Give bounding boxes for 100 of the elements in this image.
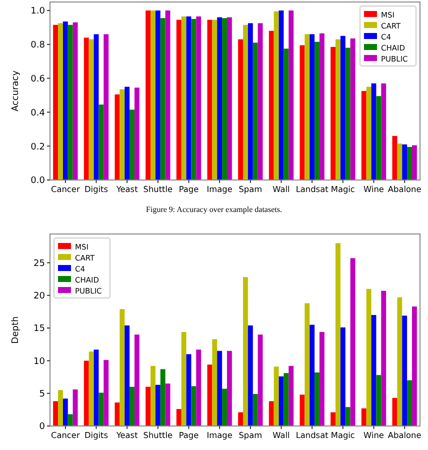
bar bbox=[191, 18, 196, 180]
y-tick-label: 1.0 bbox=[30, 6, 46, 17]
bar bbox=[300, 394, 305, 426]
bar bbox=[248, 23, 253, 180]
bar bbox=[258, 334, 263, 426]
bar bbox=[243, 24, 248, 180]
bar bbox=[176, 409, 182, 426]
bar bbox=[226, 350, 232, 426]
bar bbox=[350, 258, 356, 426]
bar bbox=[196, 350, 202, 426]
bar bbox=[376, 375, 382, 426]
bar bbox=[124, 325, 130, 426]
bar bbox=[186, 16, 192, 180]
bar bbox=[243, 277, 248, 426]
bar bbox=[361, 91, 366, 180]
bar bbox=[319, 332, 324, 426]
bar bbox=[314, 42, 320, 180]
caption: Figure 9: Accuracy over example datasets. bbox=[146, 205, 282, 214]
bar bbox=[402, 144, 408, 180]
bar bbox=[397, 297, 402, 426]
y-tick-label: 0.2 bbox=[30, 142, 45, 152]
x-tick-label: Shuttle bbox=[143, 430, 173, 440]
bar bbox=[252, 394, 258, 426]
y-tick-label: 10 bbox=[34, 356, 46, 367]
bar bbox=[84, 360, 89, 426]
bar bbox=[146, 10, 151, 180]
bar bbox=[58, 390, 63, 426]
bar bbox=[268, 30, 274, 180]
bar bbox=[278, 376, 284, 426]
bar bbox=[176, 20, 182, 180]
x-tick-label: Image bbox=[206, 430, 232, 440]
y-tick-label: 0.0 bbox=[30, 176, 46, 186]
bar bbox=[53, 401, 58, 426]
bar bbox=[340, 327, 346, 426]
bar bbox=[98, 104, 104, 180]
bar bbox=[284, 48, 289, 180]
bar bbox=[412, 306, 417, 426]
x-tick-label: Wine bbox=[364, 184, 384, 194]
bar bbox=[412, 145, 417, 180]
x-tick-label: Spam bbox=[238, 184, 262, 194]
bar bbox=[207, 20, 212, 180]
x-tick-label: Cancer bbox=[50, 430, 80, 440]
x-tick-label: Yeast bbox=[115, 430, 139, 440]
bar bbox=[402, 316, 408, 426]
bar bbox=[310, 34, 315, 180]
bar bbox=[94, 34, 99, 180]
bar bbox=[222, 388, 227, 426]
bar bbox=[58, 23, 63, 180]
bar bbox=[88, 352, 94, 426]
bar bbox=[150, 10, 156, 180]
bar bbox=[340, 36, 346, 180]
bar bbox=[288, 366, 294, 426]
bar bbox=[94, 350, 99, 426]
bar bbox=[366, 288, 372, 426]
bar bbox=[217, 17, 222, 180]
bar bbox=[345, 407, 350, 426]
y-tick-label: 15 bbox=[34, 324, 45, 334]
bar bbox=[300, 45, 305, 180]
y-tick-label: 20 bbox=[34, 292, 46, 302]
bar bbox=[222, 18, 227, 180]
x-tick-label: Abalone bbox=[388, 184, 422, 194]
bar bbox=[165, 384, 170, 426]
x-tick-label: Magic bbox=[330, 430, 355, 440]
bar bbox=[238, 412, 244, 426]
bar bbox=[238, 39, 244, 180]
bar bbox=[284, 373, 289, 426]
bar bbox=[84, 38, 89, 180]
bar bbox=[165, 10, 170, 180]
x-tick-label: Landsat bbox=[296, 184, 330, 194]
bar bbox=[53, 24, 58, 180]
bar bbox=[120, 309, 125, 426]
x-tick-label: Wall bbox=[272, 430, 290, 440]
bar bbox=[104, 34, 109, 180]
bar bbox=[134, 88, 140, 180]
x-tick-label: Yeast bbox=[115, 184, 139, 194]
bar bbox=[120, 89, 125, 180]
x-tick-label: Page bbox=[178, 430, 199, 440]
y-tick-label: 0.4 bbox=[30, 108, 46, 118]
x-tick-label: Wine bbox=[364, 430, 384, 440]
x-tick-label: Abalone bbox=[388, 430, 422, 440]
y-tick-label: 5 bbox=[39, 389, 45, 400]
bar bbox=[62, 398, 68, 426]
bar bbox=[104, 360, 109, 426]
y-tick-label: 0 bbox=[39, 422, 46, 432]
bar bbox=[371, 314, 376, 426]
bar bbox=[252, 42, 258, 180]
bar bbox=[98, 392, 104, 426]
bar bbox=[376, 96, 382, 180]
bar bbox=[72, 22, 78, 180]
bar bbox=[366, 86, 372, 180]
bar bbox=[62, 21, 68, 180]
bar bbox=[212, 20, 218, 180]
bar bbox=[288, 10, 294, 180]
bar bbox=[274, 11, 279, 180]
x-tick-label: Shuttle bbox=[143, 184, 173, 194]
bar bbox=[186, 354, 192, 426]
bar bbox=[191, 386, 196, 426]
bar bbox=[330, 412, 336, 426]
bar bbox=[130, 386, 134, 426]
bar bbox=[68, 414, 73, 426]
